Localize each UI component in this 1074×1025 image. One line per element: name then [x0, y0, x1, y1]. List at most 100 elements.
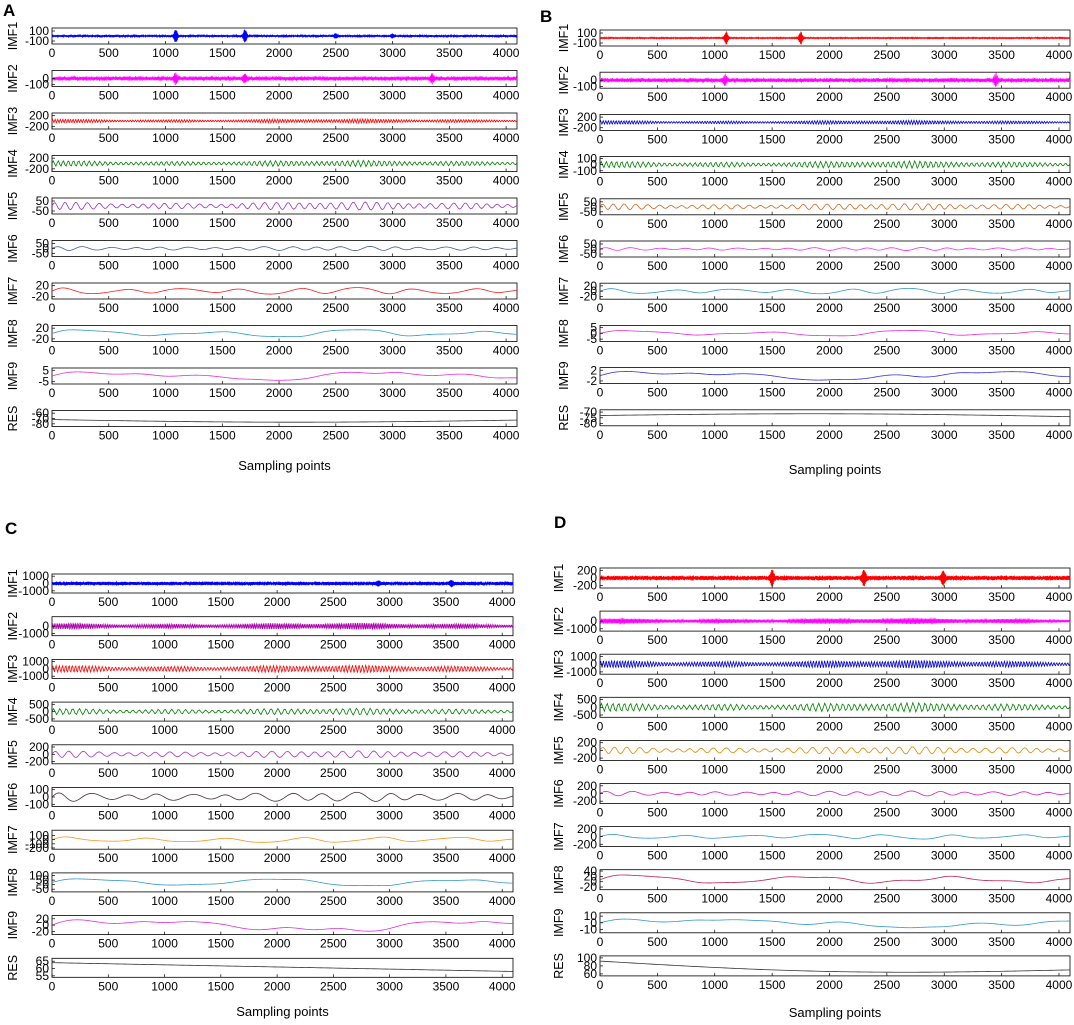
x-tick-label: 4000: [1046, 48, 1073, 62]
x-tick-label: 4000: [493, 386, 520, 400]
x-tick-label: 2500: [874, 175, 901, 189]
y-tick-label: 200: [577, 736, 597, 750]
subplot-ylabel: IMF1: [557, 24, 571, 53]
x-tick-label: 4000: [493, 89, 520, 103]
x-tick-label: 2000: [266, 174, 293, 188]
x-tick-label: 2500: [322, 89, 349, 103]
subplot-res: -60-70-800 500 1000 1500 2000 2500 3000 3500 400…: [6, 406, 520, 443]
x-tick-label: 2000: [816, 217, 843, 231]
axes-frame: [599, 912, 1071, 934]
x-tick-label: 4000: [1046, 806, 1073, 820]
x-tick-label: 3000: [376, 894, 403, 908]
subplot-ylabel: IMF7: [6, 825, 20, 854]
x-tick-label: 0: [597, 849, 604, 863]
x-tick-label: 2500: [320, 723, 347, 737]
x-tick-label: 0: [49, 680, 56, 694]
x-tick-label: 2500: [874, 343, 901, 357]
y-tick-label: -20: [32, 332, 50, 346]
x-tick-label: 2000: [816, 806, 843, 820]
x-tick-label: 3500: [988, 978, 1015, 992]
x-tick-label: 2500: [874, 259, 901, 273]
axes-frame: [599, 740, 1071, 761]
x-tick-label: 2000: [816, 676, 843, 690]
y-tick-label: -80: [32, 417, 50, 431]
subplot-imf7: 200-200 500 1000 1500 2000 2500 3000 3500 4000IM…: [557, 277, 1073, 315]
x-tick-label: 4000: [1046, 935, 1073, 949]
x-tick-label: 3500: [436, 386, 463, 400]
x-tick-label: 3500: [988, 676, 1015, 690]
x-tick-label: 2000: [816, 175, 843, 189]
y-tick-label: 0: [42, 242, 49, 256]
series-line-imf1: [599, 31, 1071, 45]
x-tick-label: 1000: [701, 892, 728, 906]
x-tick-label: 4000: [1046, 217, 1073, 231]
x-tick-label: 3000: [931, 719, 958, 733]
x-tick-label: 1000: [701, 590, 728, 604]
x-tick-label: 0: [597, 48, 604, 62]
subplot-ylabel: IMF2: [6, 64, 20, 93]
x-tick-label: 0: [597, 301, 604, 315]
x-tick-label: 2000: [266, 429, 293, 443]
x-tick-label: 2500: [874, 633, 901, 647]
axes-frame: [51, 872, 514, 893]
x-tick-label: 2500: [874, 676, 901, 690]
series-line-imf6: [599, 247, 1071, 251]
x-tick-label: 500: [647, 175, 667, 189]
x-tick-label: 2500: [322, 301, 349, 315]
y-tick-label: -200: [573, 837, 597, 851]
x-tick-label: 1500: [759, 90, 786, 104]
x-tick-label: 1000: [701, 935, 728, 949]
x-tick-label: 500: [647, 259, 667, 273]
y-tick-label: 200: [29, 109, 49, 123]
x-tick-label: 0: [49, 851, 56, 865]
x-tick-label: 1500: [209, 429, 236, 443]
y-tick-label: -50: [580, 247, 598, 261]
subplot-imf9: 5-50 500 1000 1500 2000 2500 3000 3500 4000 IMF9: [6, 362, 520, 400]
x-tick-label: 2000: [266, 89, 293, 103]
x-tick-label: 1500: [759, 935, 786, 949]
x-tick-label: 0: [49, 301, 56, 315]
x-tick-label: 3500: [988, 90, 1015, 104]
subplot-imf5: 2000-2000 500 1000 1500 2000 2500 3000 3500 4000…: [6, 740, 516, 780]
series-line-res: [599, 960, 1071, 973]
y-tick-label: 200: [577, 822, 597, 836]
x-tick-label: 500: [99, 89, 119, 103]
x-tick-label: 2500: [320, 809, 347, 823]
axes-frame: [599, 409, 1071, 427]
y-tick-label: -200: [573, 579, 597, 593]
x-tick-label: 2500: [322, 174, 349, 188]
series-line-imf3: [599, 659, 1071, 670]
x-tick-label: 4000: [489, 894, 516, 908]
series-line-res: [51, 962, 514, 972]
axes-frame: [51, 829, 514, 850]
series-line-imf1: [51, 29, 518, 43]
y-tick-label: -1000: [566, 665, 597, 679]
subplot-ylabel: IMF5: [552, 736, 566, 765]
y-tick-label: -1000: [18, 584, 49, 598]
x-tick-label: 3000: [931, 892, 958, 906]
y-tick-label: -100: [573, 36, 597, 50]
x-tick-label: 2000: [264, 766, 291, 780]
x-tick-label: 4000: [493, 174, 520, 188]
x-tick-label: 4000: [1046, 259, 1073, 273]
axes-frame: [51, 410, 518, 427]
x-tick-label: 500: [99, 386, 119, 400]
x-tick-label: 1500: [209, 259, 236, 273]
x-tick-label: 3000: [379, 89, 406, 103]
x-tick-label: 3000: [379, 216, 406, 230]
x-tick-label: 1500: [209, 216, 236, 230]
x-tick-label: 4000: [1046, 428, 1073, 442]
x-tick-label: 2000: [816, 259, 843, 273]
x-tick-label: 4000: [489, 937, 516, 951]
x-tick-label: 2500: [322, 429, 349, 443]
x-tick-label: 500: [647, 590, 667, 604]
x-tick-label: 2500: [320, 937, 347, 951]
x-tick-label: 500: [647, 849, 667, 863]
y-tick-label: 500: [577, 693, 597, 707]
x-tick-label: 3000: [931, 48, 958, 62]
subplot-ylabel: IMF4: [6, 697, 20, 726]
y-tick-label: 1000: [22, 655, 49, 669]
x-tick-label: 1000: [152, 386, 179, 400]
subplot-ylabel: IMF8: [557, 319, 571, 348]
